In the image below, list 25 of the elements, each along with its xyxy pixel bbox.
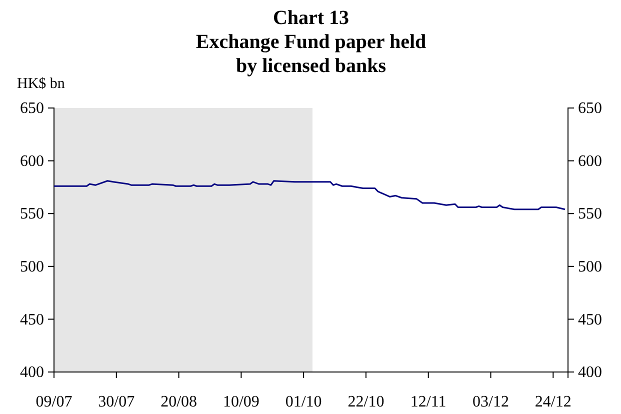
y2-tick-label: 600: [578, 152, 602, 170]
y2-tick-label: 400: [578, 364, 602, 382]
x-tick-label: 10/09: [222, 393, 260, 410]
y-tick-label: 450: [20, 311, 44, 328]
x-tick-label: 24/12: [534, 393, 572, 410]
y2-tick-label: 450: [578, 311, 602, 328]
chart-subtitle: Exchange Fund paper held by licensed banks: [196, 31, 426, 77]
x-tick-label: 22/10: [348, 393, 384, 410]
y-tick-label: 600: [20, 152, 44, 170]
x-tick-label: 30/07: [98, 393, 135, 410]
y-tick-label: 500: [20, 258, 44, 276]
line-series: [53, 180, 566, 210]
chart-title: Chart 13: [272, 7, 350, 29]
y-axis-title: HK$ bn: [17, 76, 66, 92]
y2-tick-label: 500: [578, 258, 602, 276]
y-tick-label: 400: [20, 364, 44, 382]
y-tick-label: 550: [20, 206, 44, 223]
x-tick-label: 01/10: [285, 393, 322, 410]
x-tick-label: 09/07: [36, 393, 72, 410]
x-tick-label: 20/08: [160, 393, 198, 410]
y2-tick-label: 650: [578, 100, 602, 118]
y-tick-label: 650: [20, 100, 44, 118]
x-tick-label: 03/12: [472, 393, 509, 410]
x-tick-label: 12/11: [410, 393, 446, 410]
y2-tick-label: 550: [578, 206, 602, 223]
